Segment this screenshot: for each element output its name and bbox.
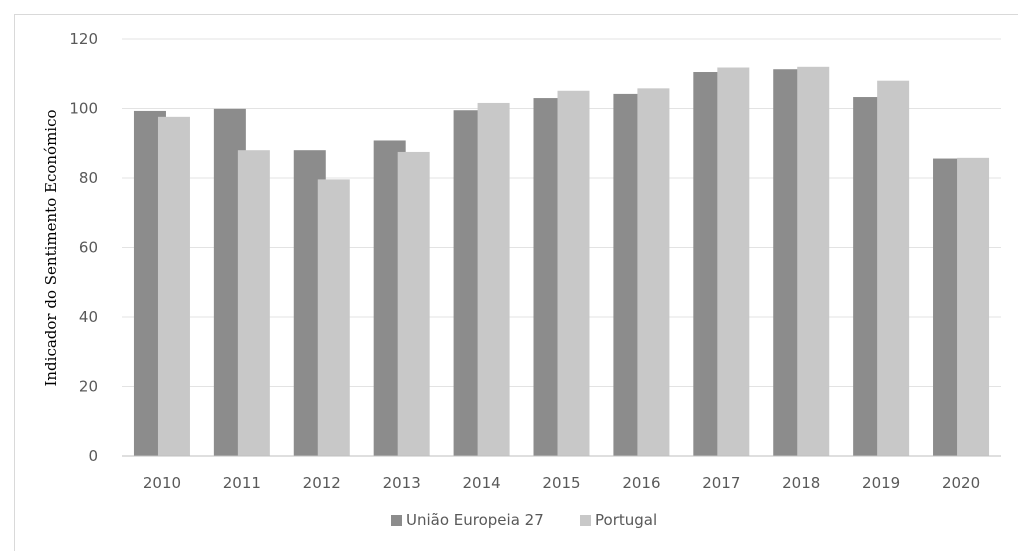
x-tick-label: 2019 (862, 474, 900, 492)
bar-portugal (477, 102, 510, 456)
y-tick-label: 100 (69, 100, 98, 118)
legend-swatch (580, 515, 591, 526)
x-tick-label: 2015 (542, 474, 580, 492)
legend: União Europeia 27 Portugal (391, 511, 657, 529)
bar-portugal (317, 179, 350, 456)
x-tick-label: 2020 (942, 474, 980, 492)
bar-portugal (717, 67, 750, 457)
bar-portugal (957, 157, 990, 456)
x-tick-label: 2018 (782, 474, 820, 492)
x-tick-label: 2013 (383, 474, 421, 492)
legend-swatch (391, 515, 402, 526)
legend-label: União Europeia 27 (406, 511, 544, 529)
bar-portugal (397, 151, 430, 456)
x-tick-label: 2010 (143, 474, 181, 492)
y-tick-labels: 0 20 40 60 80 100 120 (69, 30, 98, 465)
x-tick-label: 2016 (622, 474, 660, 492)
legend-label: Portugal (595, 511, 657, 529)
bar-portugal (877, 80, 910, 456)
y-tick-label: 120 (69, 30, 98, 48)
bar-portugal (237, 150, 270, 456)
x-tick-label: 2011 (223, 474, 261, 492)
bars (133, 66, 990, 457)
bar-portugal (797, 66, 830, 457)
y-tick-label: 80 (79, 169, 98, 187)
y-tick-label: 0 (88, 447, 98, 465)
x-tick-label: 2012 (303, 474, 341, 492)
y-tick-label: 60 (79, 239, 98, 257)
bar-portugal (157, 116, 190, 456)
bar-portugal (557, 90, 590, 456)
bar-portugal (637, 88, 670, 456)
x-tick-label: 2014 (462, 474, 500, 492)
x-tick-labels: 2010 2011 2012 2013 2014 2015 2016 2017 2018 2019… (143, 474, 980, 492)
y-axis-title: Indicador do Sentimento Económico (42, 109, 60, 386)
y-tick-label: 40 (79, 308, 98, 326)
y-tick-label: 20 (79, 378, 98, 396)
x-tick-label: 2017 (702, 474, 740, 492)
